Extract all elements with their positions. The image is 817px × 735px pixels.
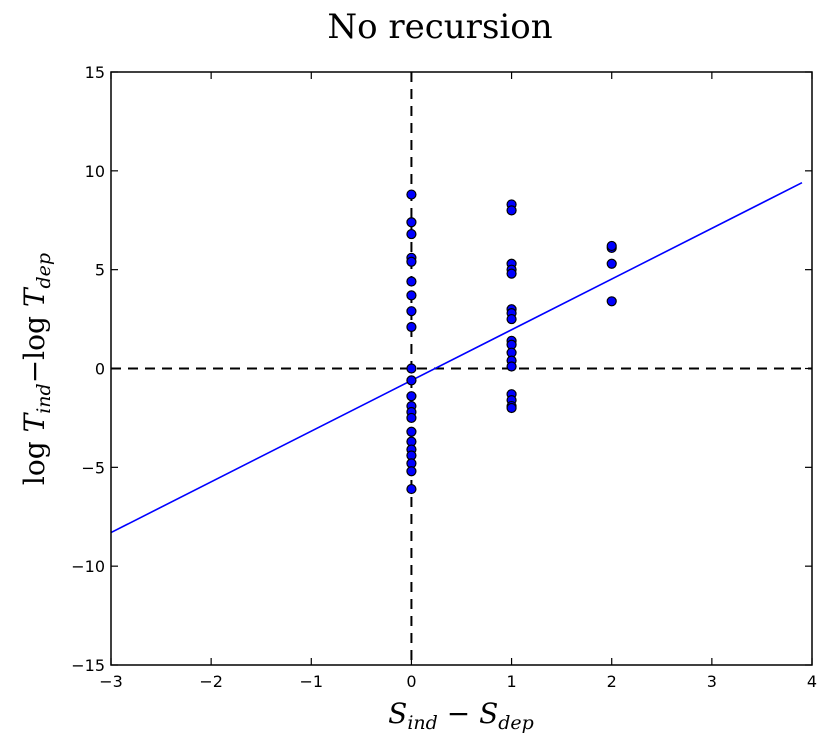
- data-point: [406, 306, 417, 317]
- y-tick-label: −15: [71, 656, 105, 675]
- x-tick-label: 0: [406, 672, 416, 691]
- data-point: [406, 483, 417, 495]
- data-point: [406, 363, 417, 374]
- x-tick-label: −3: [99, 672, 123, 691]
- data-point: [406, 189, 417, 200]
- y-tick-label: −10: [71, 557, 105, 576]
- y-tick-label: 0: [95, 360, 105, 379]
- chart-title: No recursion: [327, 7, 552, 47]
- x-tick-label: −2: [199, 672, 223, 691]
- data-point: [406, 426, 417, 437]
- y-tick-label: 10: [85, 162, 105, 181]
- x-tick-label: 3: [707, 672, 717, 691]
- data-point: [406, 391, 417, 402]
- x-tick-label: −1: [299, 672, 323, 691]
- data-point: [406, 412, 417, 424]
- data-point: [406, 276, 417, 287]
- x-label-main: S: [388, 697, 407, 730]
- data-point: [406, 290, 417, 301]
- y-label-main2: T: [18, 286, 51, 307]
- data-point: [506, 402, 517, 414]
- data-point: [406, 228, 417, 240]
- data-point: [606, 258, 617, 269]
- x-label-main2: S: [479, 697, 498, 730]
- y-label-sub1: ind: [33, 383, 55, 413]
- y-tick-label: 5: [95, 261, 105, 280]
- x-label-sub1: ind: [407, 712, 437, 734]
- data-points: [406, 189, 617, 495]
- data-point: [506, 313, 517, 325]
- fit-line: [110, 181, 803, 534]
- data-point: [406, 217, 417, 228]
- data-point: [506, 361, 517, 372]
- data-point: [406, 256, 417, 267]
- y-label-sub2: dep: [33, 253, 55, 289]
- data-point: [406, 466, 417, 477]
- fit-line-group: [110, 181, 803, 534]
- y-label-main: T: [18, 411, 51, 432]
- data-point: [606, 296, 617, 307]
- y-tick-label: −5: [81, 458, 105, 477]
- data-point: [406, 375, 417, 386]
- data-point: [506, 268, 517, 279]
- y-tick-label: 15: [85, 63, 105, 82]
- data-point: [606, 240, 617, 252]
- y-axis-label: log Tind−log Tdep: [18, 253, 55, 485]
- data-point: [406, 321, 417, 333]
- y-label-pre: log: [18, 432, 51, 485]
- x-label-sub2: dep: [498, 712, 534, 734]
- x-axis-label: Sind − Sdep: [388, 697, 534, 734]
- x-label-op: −: [438, 697, 479, 730]
- data-point: [506, 205, 517, 216]
- x-tick-label: 2: [607, 672, 617, 691]
- x-tick-label: 4: [807, 672, 817, 691]
- y-label-op: −log: [18, 307, 51, 383]
- x-tick-label: 1: [506, 672, 516, 691]
